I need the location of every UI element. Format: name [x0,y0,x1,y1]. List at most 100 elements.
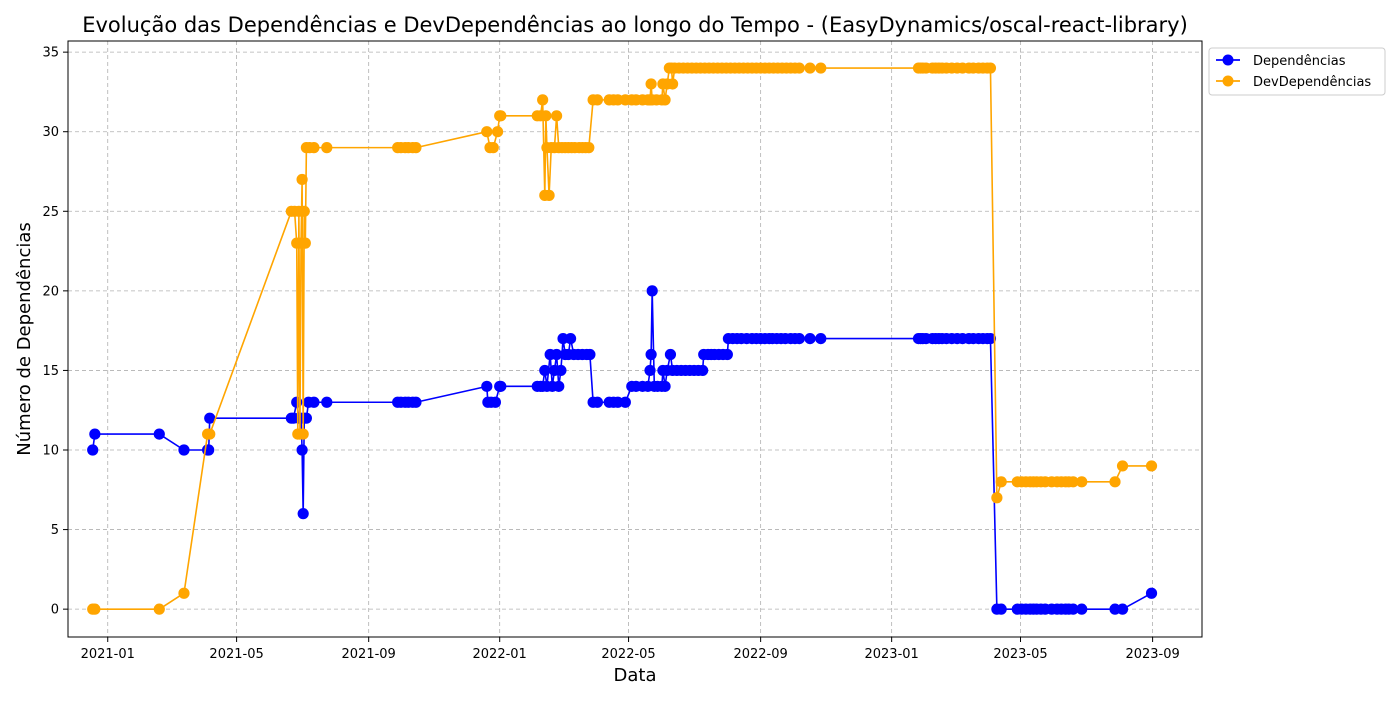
axes-layer: 2021-01 2021-05 2021-09 2022-01 2022-05 2022-… [42,40,1203,662]
data-point-devdependencias [298,205,310,217]
data-point-dependencias [296,444,308,456]
x-axis-label: Data [614,665,657,686]
data-point-devdependencias [1067,476,1079,488]
data-point-devdependencias [487,142,499,154]
data-point-devdependencias [178,587,190,599]
data-point-devdependencias [659,94,671,106]
series-layer [87,62,1158,615]
data-point-dependencias [551,348,563,361]
data-point-dependencias [591,396,604,408]
x-tick-label: 2022-01 [473,647,527,662]
data-point-dependencias [1145,587,1158,599]
x-tick-label: 2021-01 [81,647,135,662]
data-point-devdependencias [537,94,549,106]
data-point-devdependencias [804,62,816,74]
legend-marker-devdependencias [1222,75,1234,87]
y-tick-label: 10 [42,444,59,459]
data-point-devdependencias [543,189,555,201]
legend-marker-dependencias [1222,54,1234,66]
data-point-devdependencias [153,603,165,615]
data-point-devdependencias [495,110,507,122]
data-point-dependencias [489,396,501,408]
data-point-dependencias [1116,603,1129,615]
data-point-devdependencias [1076,476,1088,488]
data-point-devdependencias [410,142,422,154]
x-tick-label: 2021-05 [209,647,263,662]
data-point-dependencias [89,428,101,440]
data-point-dependencias [178,444,190,456]
y-axis-label: Número de Dependências [14,222,35,456]
x-tick-label: 2023-09 [1125,647,1179,662]
data-point-devdependencias [793,62,805,74]
data-point-dependencias [481,380,493,392]
y-tick-label: 5 [51,523,59,538]
data-point-dependencias [804,333,816,345]
legend-label-devdependencias: DevDependências [1253,75,1371,90]
data-point-devdependencias [984,62,997,74]
data-point-devdependencias [666,78,679,90]
data-point-dependencias [721,348,733,361]
plot-frame [67,40,1203,638]
data-point-dependencias [1067,603,1079,615]
data-point-dependencias [410,396,422,408]
x-tick-label: 2021-09 [342,647,396,662]
y-tick-label: 20 [42,284,59,299]
data-point-devdependencias [1109,476,1121,488]
data-point-devdependencias [551,110,563,122]
data-point-dependencias [995,603,1007,615]
x-tick-label: 2023-01 [864,647,918,662]
data-point-dependencias [553,380,565,392]
y-tick-label: 25 [42,205,59,220]
data-point-devdependencias [204,428,216,440]
data-point-devdependencias [991,492,1003,504]
data-point-dependencias [308,396,320,408]
data-point-dependencias [619,396,631,408]
data-point-devdependencias [815,62,827,74]
x-tick-label: 2022-09 [733,647,787,662]
data-point-dependencias [646,285,658,297]
data-point-dependencias [321,396,333,408]
data-point-dependencias [539,364,551,377]
x-tick-label: 2022-05 [601,647,655,662]
data-point-dependencias [815,333,827,345]
data-point-devdependencias [308,142,320,154]
data-point-devdependencias [583,142,595,154]
data-point-dependencias [87,444,99,456]
data-point-dependencias [495,380,507,392]
legend-label-dependencias: Dependências [1253,54,1346,69]
data-point-devdependencias [89,603,101,615]
data-point-devdependencias [591,94,604,106]
data-point-devdependencias [1116,460,1129,472]
y-tick-label: 0 [51,603,59,618]
data-point-devdependencias [645,78,657,90]
chart-title: Evolução das Dependências e DevDependênc… [82,13,1188,37]
data-point-dependencias [555,364,567,377]
data-point-devdependencias [321,142,333,154]
data-point-dependencias [659,380,671,392]
data-point-devdependencias [296,173,308,186]
data-point-devdependencias [1145,460,1158,472]
x-tick-label: 2023-05 [993,647,1047,662]
legend: Dependências DevDependências [1208,47,1386,96]
data-point-dependencias [564,333,577,345]
data-point-devdependencias [299,237,311,249]
y-tick-label: 30 [42,125,59,140]
data-point-devdependencias [297,428,309,440]
data-point-dependencias [793,333,805,345]
data-point-dependencias [204,412,216,424]
data-point-dependencias [984,333,997,345]
data-point-devdependencias [540,110,552,122]
data-point-dependencias [645,348,657,361]
data-point-dependencias [584,348,596,361]
data-point-dependencias [153,428,165,440]
data-point-dependencias [297,508,309,520]
legend-box [1208,47,1386,96]
data-point-devdependencias [481,126,493,138]
data-point-devdependencias [491,126,504,138]
y-tick-label: 35 [42,46,59,61]
y-tick-label: 15 [42,364,59,379]
data-point-dependencias [644,364,656,377]
